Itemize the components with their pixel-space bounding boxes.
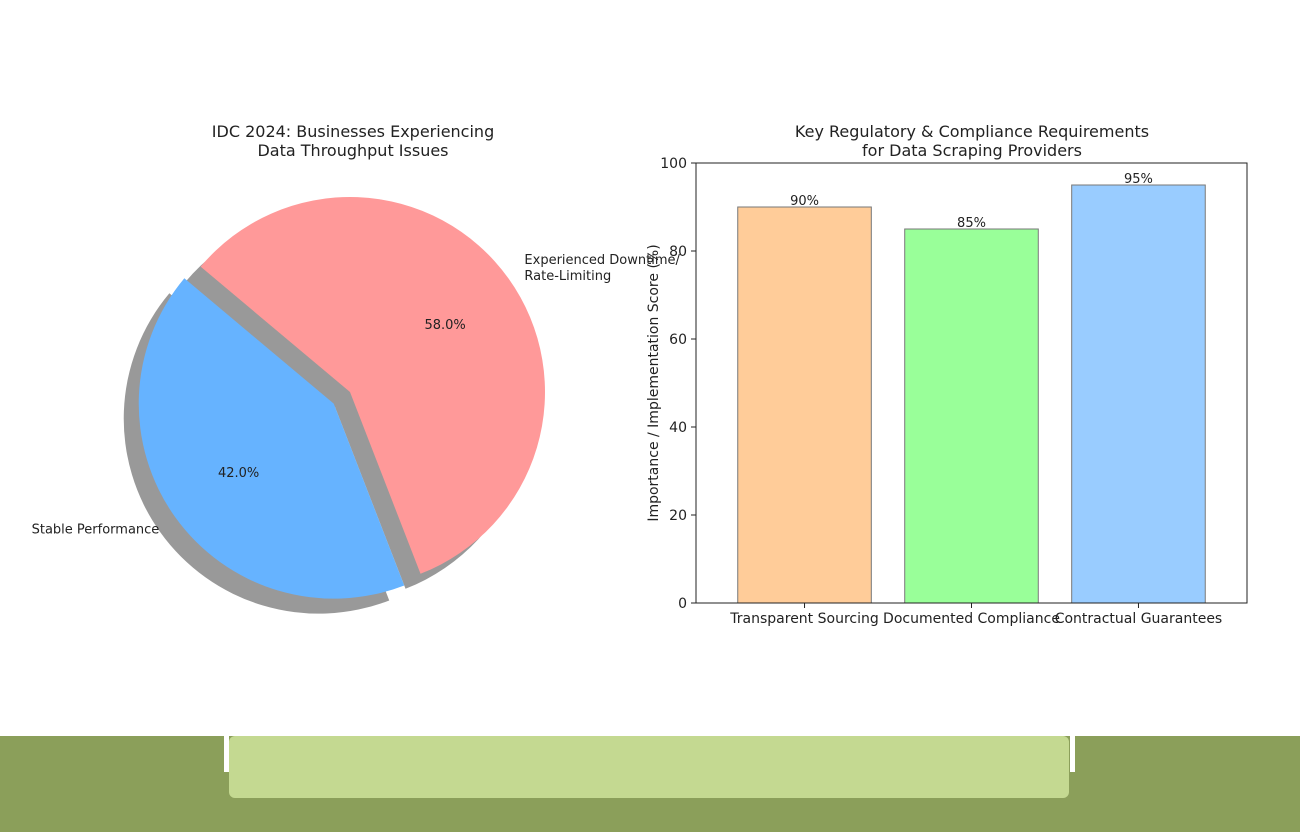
bar-x-tick-label: Contractual Guarantees [1055, 611, 1223, 627]
pie-title-line-1: IDC 2024: Businesses Experiencing [212, 122, 494, 141]
bar-title-line-1: Key Regulatory & Compliance Requirements [795, 122, 1149, 141]
pie-slice-group [138, 197, 545, 599]
pie-title-line-2: Data Throughput Issues [257, 141, 448, 160]
bar-y-tick-label: 80 [669, 244, 687, 260]
bar-plot-frame [695, 162, 1248, 604]
bar [1071, 184, 1206, 604]
pie-slice-1 [200, 197, 545, 574]
pie-slice-0 [138, 278, 405, 599]
bar-chart: Key Regulatory & Compliance Requirements… [646, 122, 1248, 627]
bar-value-label: 95% [1124, 172, 1153, 187]
footer-notch-right [1070, 736, 1075, 772]
bar-y-tick-label: 100 [660, 156, 687, 172]
bar-x-tick-label: Documented Compliance [883, 611, 1060, 627]
pie-slice-percent-label: 42.0% [218, 466, 259, 481]
bar-value-label: 85% [957, 216, 986, 231]
footer-notch-left [224, 736, 229, 772]
bar-y-tick-label: 40 [669, 420, 687, 436]
pie-slice-category-label: Rate-Limiting [524, 269, 611, 284]
pie-label-group: 42.0% Stable Performance 58.0% Experienced … [32, 253, 681, 537]
bar-title-line-2: for Data Scraping Providers [862, 141, 1082, 160]
pie-slice-category-label: Stable Performance [32, 523, 160, 538]
bar-y-axis-label: Importance / Implementation Score (%) [646, 244, 662, 521]
bar [904, 228, 1039, 604]
bar-x-tick-label: Transparent Sourcing [729, 611, 878, 627]
bar-y-tick-label: 0 [678, 596, 687, 612]
pie-slice-category-label: Experienced Downtime/ [524, 253, 680, 268]
pie-chart: IDC 2024: Businesses Experiencing Data T… [32, 122, 681, 614]
bar [737, 206, 872, 604]
footer-panel [229, 736, 1069, 798]
bar-y-tick-label: 20 [669, 508, 687, 524]
pie-slice-percent-label: 58.0% [424, 318, 465, 333]
bar-y-tick-label: 60 [669, 332, 687, 348]
bar-value-label: 90% [790, 194, 819, 209]
bar-mark-group: 0 20 40 60 80 100 Transparent Sourcing 90% Docum… [660, 156, 1222, 627]
